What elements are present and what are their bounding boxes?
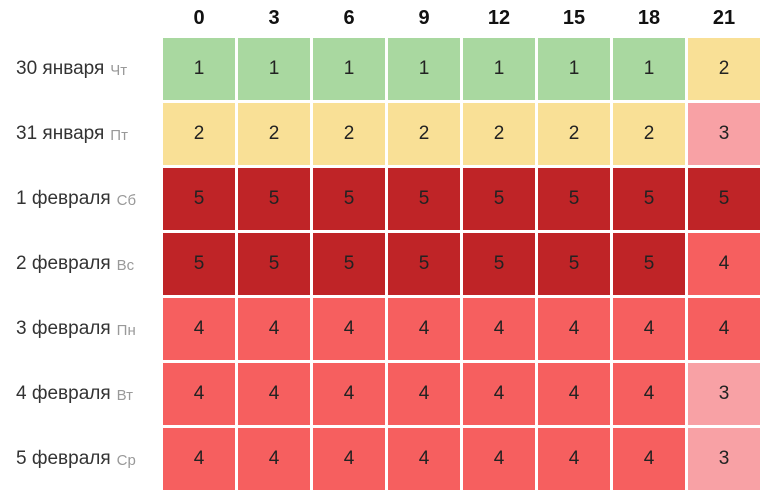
heatmap-cell: 5 <box>313 233 385 295</box>
row-date: 5 февраля <box>16 448 111 469</box>
heatmap-cell: 4 <box>688 233 760 295</box>
heatmap-cell: 4 <box>313 363 385 425</box>
heatmap-cell: 3 <box>688 363 760 425</box>
hour-header: 12 <box>463 2 535 35</box>
heatmap-cell: 1 <box>538 38 610 100</box>
heatmap-cell: 4 <box>388 363 460 425</box>
heatmap-cell: 4 <box>313 298 385 360</box>
row-weekday: Ср <box>116 451 136 469</box>
heatmap-cell: 4 <box>238 428 310 490</box>
heatmap-cell: 5 <box>463 168 535 230</box>
row-label: 31 января Пт <box>0 103 160 165</box>
row-label: 1 февраля Сб <box>0 168 160 230</box>
heatmap-cell: 3 <box>688 103 760 165</box>
row-label: 30 января Чт <box>0 38 160 100</box>
heatmap-cell: 5 <box>613 233 685 295</box>
heatmap-cell: 5 <box>238 233 310 295</box>
heatmap-cell: 4 <box>538 428 610 490</box>
heatmap-cell: 2 <box>463 103 535 165</box>
heatmap-cell: 4 <box>613 363 685 425</box>
row-date: 4 февраля <box>16 383 111 404</box>
row-label: 3 февраля Пн <box>0 298 160 360</box>
hour-header: 18 <box>613 2 685 35</box>
heatmap-cell: 4 <box>238 298 310 360</box>
heatmap-cell: 5 <box>163 168 235 230</box>
row-date: 1 февраля <box>16 188 111 209</box>
heatmap-cell: 4 <box>163 298 235 360</box>
row-date: 3 февраля <box>16 318 111 339</box>
heatmap-cell: 5 <box>688 168 760 230</box>
heatmap-cell: 1 <box>463 38 535 100</box>
hour-header: 3 <box>238 2 310 35</box>
heatmap-cell: 5 <box>613 168 685 230</box>
heatmap-cell: 5 <box>388 233 460 295</box>
hour-header: 21 <box>688 2 760 35</box>
heatmap-cell: 5 <box>463 233 535 295</box>
heatmap-cell: 5 <box>163 233 235 295</box>
heatmap-cell: 4 <box>538 298 610 360</box>
hour-header: 0 <box>163 2 235 35</box>
heatmap-cell: 4 <box>238 363 310 425</box>
row-weekday: Чт <box>110 61 128 79</box>
heatmap-cell: 5 <box>538 233 610 295</box>
heatmap-cell: 4 <box>613 428 685 490</box>
corner-spacer <box>0 2 160 35</box>
heatmap-cell: 5 <box>313 168 385 230</box>
heatmap-cell: 2 <box>688 38 760 100</box>
heatmap-cell: 4 <box>388 428 460 490</box>
row-date: 2 февраля <box>16 253 111 274</box>
heatmap-cell: 4 <box>388 298 460 360</box>
row-weekday: Вт <box>116 386 134 404</box>
heatmap-cell: 4 <box>538 363 610 425</box>
heatmap-cell: 4 <box>163 363 235 425</box>
heatmap-cell: 5 <box>238 168 310 230</box>
row-label: 2 февраля Вс <box>0 233 160 295</box>
row-label: 5 февраля Ср <box>0 428 160 490</box>
heatmap-cell: 5 <box>388 168 460 230</box>
row-weekday: Пн <box>116 321 136 339</box>
heatmap-cell: 1 <box>163 38 235 100</box>
heatmap-cell: 4 <box>688 298 760 360</box>
heatmap-cell: 3 <box>688 428 760 490</box>
heatmap-cell: 1 <box>313 38 385 100</box>
row-label: 4 февраля Вт <box>0 363 160 425</box>
heatmap-cell: 2 <box>613 103 685 165</box>
heatmap-cell: 2 <box>163 103 235 165</box>
row-weekday: Вс <box>116 256 135 274</box>
heatmap-cell: 4 <box>463 363 535 425</box>
heatmap-cell: 2 <box>238 103 310 165</box>
row-date: 31 января <box>16 123 105 144</box>
heatmap-cell: 2 <box>313 103 385 165</box>
heatmap-cell: 1 <box>388 38 460 100</box>
row-weekday: Сб <box>116 191 137 209</box>
heatmap-cell: 5 <box>538 168 610 230</box>
heatmap-cell: 2 <box>388 103 460 165</box>
hour-header: 6 <box>313 2 385 35</box>
heatmap-cell: 4 <box>613 298 685 360</box>
hour-header: 15 <box>538 2 610 35</box>
heatmap-cell: 1 <box>238 38 310 100</box>
row-weekday: Пт <box>110 126 128 144</box>
hour-header: 9 <box>388 2 460 35</box>
heatmap-cell: 2 <box>538 103 610 165</box>
row-date: 30 января <box>16 58 105 79</box>
heatmap-cell: 1 <box>613 38 685 100</box>
heatmap-cell: 4 <box>313 428 385 490</box>
heatmap-cell: 4 <box>463 298 535 360</box>
heatmap-cell: 4 <box>163 428 235 490</box>
heatmap-cell: 4 <box>463 428 535 490</box>
